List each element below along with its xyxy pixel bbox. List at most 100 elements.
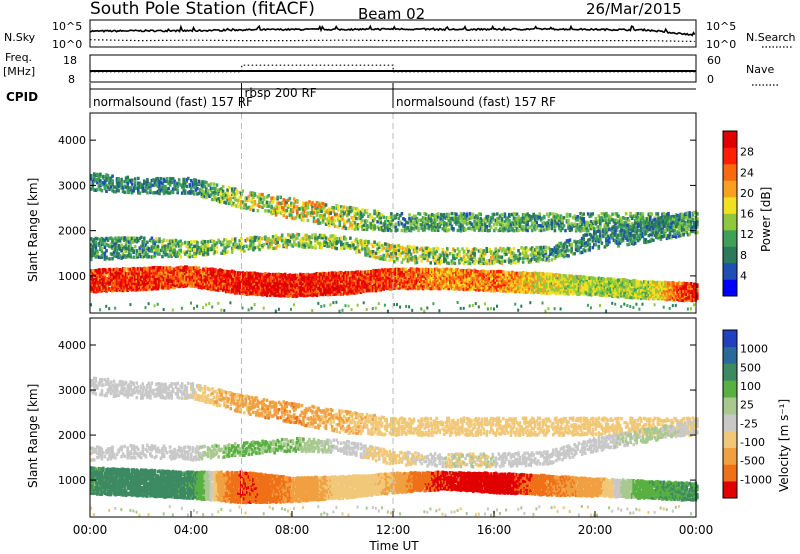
heatmap-cell [609,293,613,297]
heatmap-cell [121,288,125,293]
heatmap-cell [350,275,354,279]
heatmap-cell [243,273,246,277]
heatmap-cell [373,276,376,280]
heatmap-cell [241,288,245,292]
heatmap-cell [368,223,372,227]
heatmap-cell [427,216,431,220]
heatmap-cell [279,287,282,291]
heatmap-cell [418,222,422,227]
heatmap-cell [149,181,152,186]
heatmap-cell [556,283,560,287]
heatmap-cell [129,281,132,285]
heatmap-cell [479,275,482,279]
heatmap-cell [535,284,538,289]
heatmap-cell [340,292,343,296]
heatmap-cell [273,285,276,289]
heatmap-cell [329,274,332,278]
heatmap-cell [426,282,429,286]
heatmap-cell [118,183,122,187]
heatmap-cell [133,267,137,271]
heatmap-cell [493,282,496,286]
heatmap-cell [256,287,260,292]
heatmap-cell [124,283,128,288]
heatmap-cell [249,273,252,277]
heatmap-cell [679,298,682,302]
heatmap-cell [624,278,628,283]
heatmap-cell [418,212,422,216]
heatmap-cell [450,283,454,287]
heatmap-cell [430,228,434,232]
heatmap-cell [302,218,305,222]
heatmap-cell [524,282,528,286]
heatmap-cell [129,285,132,290]
heatmap-cell [283,279,287,284]
heatmap-cell [288,213,292,218]
heatmap-cell [140,267,143,271]
heatmap-cell [97,176,101,180]
heatmap-cell [311,213,314,217]
heatmap-cell [614,292,617,296]
heatmap-cell [282,283,285,287]
heatmap-cell [229,199,232,203]
heatmap-cell [200,180,204,184]
heatmap-cell [255,292,258,297]
heatmap-cell [217,278,220,283]
heatmap-cell [379,213,382,217]
heatmap-cell [230,200,234,205]
heatmap-cell [682,289,685,293]
heatmap-cell [303,210,307,214]
heatmap-cell [606,277,610,281]
heatmap-cell [382,278,385,282]
heatmap-cell [229,284,232,288]
heatmap-cell [493,274,496,278]
heatmap-cell [476,276,479,280]
heatmap-cell [376,225,379,229]
heatmap-cell [664,289,667,293]
heatmap-cell [691,285,695,289]
heatmap-cell [509,270,513,275]
heatmap-cell [323,281,326,285]
heatmap-cell [480,271,484,275]
heatmap-cell [103,268,107,272]
heatmap-cell [367,281,370,285]
heatmap-cell [623,287,626,291]
heatmap-cell [312,287,316,291]
heatmap-cell [506,273,510,277]
heatmap-cell [185,179,188,184]
heatmap-cell [570,285,573,289]
heatmap-cell [126,188,129,192]
heatmap-cell [582,284,585,288]
heatmap-cell [526,288,529,292]
heatmap-cell [187,276,190,280]
heatmap-cell [414,268,417,272]
heatmap-cell [373,269,376,273]
heatmap-cell [509,276,513,280]
heatmap-cell [206,189,210,193]
heatmap-cell [508,224,511,229]
heatmap-cell [106,185,110,190]
heatmap-cell [474,222,478,226]
heatmap-cell [652,290,655,295]
heatmap-cell [214,274,217,278]
heatmap-cell [336,215,340,220]
heatmap-cell [517,287,520,291]
heatmap-cell [582,277,585,281]
heatmap-cell [574,289,578,294]
heatmap-cell [240,288,243,292]
heatmap-cell [530,286,534,291]
heatmap-cell [602,291,605,295]
heatmap-cell [144,278,148,282]
heatmap-cell [118,286,122,290]
heatmap-cell [155,282,158,286]
heatmap-cell [265,287,269,291]
heatmap-cell [102,272,105,277]
heatmap-cell [156,176,160,181]
heatmap-cell [424,276,428,280]
heatmap-cell [423,274,426,278]
heatmap-cell [612,293,616,297]
heatmap-cell [370,274,373,278]
heatmap-cell [159,268,163,272]
heatmap-cell [123,190,126,194]
heatmap-cell [165,270,169,274]
heatmap-cell [496,288,499,292]
